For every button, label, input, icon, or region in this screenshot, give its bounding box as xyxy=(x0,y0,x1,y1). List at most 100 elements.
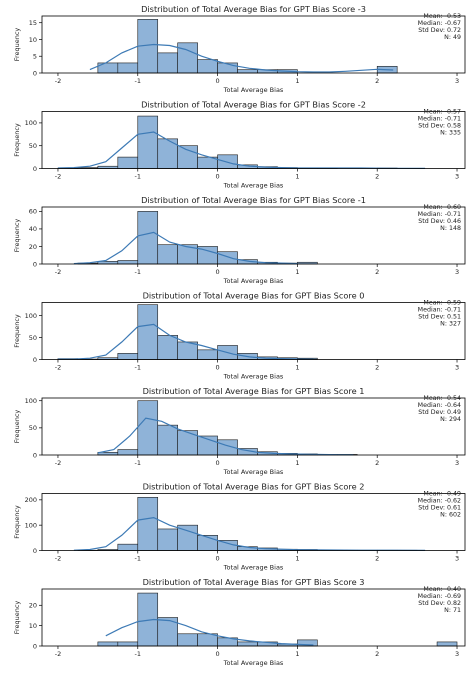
histogram-bar xyxy=(178,43,198,73)
stats-line: Mean: -0.53 xyxy=(423,13,461,20)
x-tick-label: -1 xyxy=(135,173,141,181)
y-axis-label: Frequency xyxy=(13,123,21,157)
x-tick-label: -2 xyxy=(55,650,61,658)
x-tick-label: 0 xyxy=(216,459,220,467)
stats-line: Std Dev: 0.72 xyxy=(418,27,461,34)
histogram-bar xyxy=(118,157,138,168)
stats-line: Mean: -0.57 xyxy=(423,109,461,116)
x-tick-label: -1 xyxy=(135,555,141,563)
x-tick-label: 2 xyxy=(375,268,379,276)
histogram-bar xyxy=(138,116,158,168)
y-tick-label: 10 xyxy=(29,36,37,44)
y-tick-label: 5 xyxy=(33,53,37,61)
y-tick-label: 50 xyxy=(29,424,37,432)
y-tick-label: 100 xyxy=(25,119,37,127)
stats-line: N: 71 xyxy=(444,607,461,614)
x-tick-label: -1 xyxy=(135,77,141,85)
stats-line: Median: -0.71 xyxy=(418,211,461,218)
x-tick-label: -2 xyxy=(55,555,61,563)
y-tick-label: 100 xyxy=(25,521,37,529)
y-tick-label: 0 xyxy=(33,69,37,77)
stats-line: N: 148 xyxy=(440,225,461,232)
histogram-bar xyxy=(138,211,158,264)
chart-title: Distribution of Total Average Bias for G… xyxy=(143,386,365,396)
x-axis-label: Total Average Bias xyxy=(223,468,284,476)
x-tick-label: -1 xyxy=(135,364,141,372)
y-axis-label: Frequency xyxy=(13,314,21,348)
x-tick-label: 3 xyxy=(455,77,459,85)
chart-title: Distribution of Total Average Bias for G… xyxy=(141,100,366,110)
x-tick-label: -1 xyxy=(135,650,141,658)
x-tick-label: 0 xyxy=(216,268,220,276)
x-tick-label: 1 xyxy=(295,459,299,467)
x-tick-label: 0 xyxy=(216,364,220,372)
y-tick-label: 0 xyxy=(33,356,37,364)
x-axis-label: Total Average Bias xyxy=(223,86,284,94)
x-tick-label: 3 xyxy=(455,555,459,563)
histogram-bar xyxy=(138,401,158,455)
histogram-bar xyxy=(138,305,158,360)
plot-frame xyxy=(42,303,465,360)
plot-frame xyxy=(42,207,465,264)
y-tick-label: 50 xyxy=(29,334,37,342)
stats-line: N: 327 xyxy=(440,321,461,328)
x-tick-label: 1 xyxy=(295,77,299,85)
plot-frame xyxy=(42,494,465,551)
histogram-bar xyxy=(238,70,258,73)
stats-line: Mean: -0.60 xyxy=(423,204,461,211)
plot-frame xyxy=(42,398,465,455)
chart-title: Distribution of Total Average Bias for G… xyxy=(143,291,365,301)
histogram-bar xyxy=(98,642,118,646)
y-axis-label: Frequency xyxy=(13,28,21,62)
y-axis-label: Frequency xyxy=(13,410,21,444)
stats-line: Std Dev: 0.51 xyxy=(418,314,461,321)
x-tick-label: 3 xyxy=(455,650,459,658)
x-tick-label: 2 xyxy=(375,77,379,85)
x-axis-label: Total Average Bias xyxy=(223,277,284,285)
histogram-bar xyxy=(178,146,198,169)
y-tick-label: 0 xyxy=(33,260,37,268)
histogram-bar xyxy=(158,425,178,455)
x-axis-label: Total Average Bias xyxy=(223,182,284,190)
histogram-bar xyxy=(118,353,138,359)
histogram-bar xyxy=(158,53,178,73)
y-axis-label: Frequency xyxy=(13,601,21,635)
x-tick-label: -2 xyxy=(55,173,61,181)
histogram-bar xyxy=(238,642,258,646)
y-tick-label: 50 xyxy=(29,142,37,150)
x-tick-label: 3 xyxy=(455,364,459,372)
stats-line: Median: -0.62 xyxy=(418,498,461,505)
x-tick-label: 2 xyxy=(375,555,379,563)
stats-line: N: 335 xyxy=(440,130,461,137)
x-tick-label: 1 xyxy=(295,364,299,372)
x-tick-label: 2 xyxy=(375,650,379,658)
stats-line: N: 294 xyxy=(440,416,461,423)
histogram-bar xyxy=(218,252,238,264)
y-tick-label: 200 xyxy=(25,496,37,504)
stats-line: Median: -0.67 xyxy=(418,20,461,27)
chart-title: Distribution of Total Average Bias for G… xyxy=(141,4,366,14)
x-tick-label: -2 xyxy=(55,268,61,276)
stats-line: Median: -0.69 xyxy=(418,593,461,600)
x-tick-label: 1 xyxy=(295,650,299,658)
stats-line: Mean: -0.49 xyxy=(423,491,461,498)
x-tick-label: -2 xyxy=(55,77,61,85)
stats-line: Median: -0.71 xyxy=(418,116,461,123)
x-tick-label: 0 xyxy=(216,77,220,85)
y-tick-label: 40 xyxy=(29,225,37,233)
histogram-bar xyxy=(118,544,138,550)
y-axis-label: Frequency xyxy=(13,505,21,539)
y-tick-label: 100 xyxy=(25,312,37,320)
y-tick-label: 15 xyxy=(29,19,37,27)
histogram-bar xyxy=(158,245,178,264)
x-tick-label: -2 xyxy=(55,364,61,372)
y-tick-label: 10 xyxy=(29,622,37,630)
y-tick-label: 100 xyxy=(25,397,37,405)
stats-line: Std Dev: 0.46 xyxy=(418,218,461,225)
stats-line: Mean: -0.59 xyxy=(423,300,461,307)
x-tick-label: 0 xyxy=(216,555,220,563)
histogram-bar xyxy=(178,634,198,646)
x-tick-label: 2 xyxy=(375,459,379,467)
kde-curve xyxy=(58,132,425,168)
